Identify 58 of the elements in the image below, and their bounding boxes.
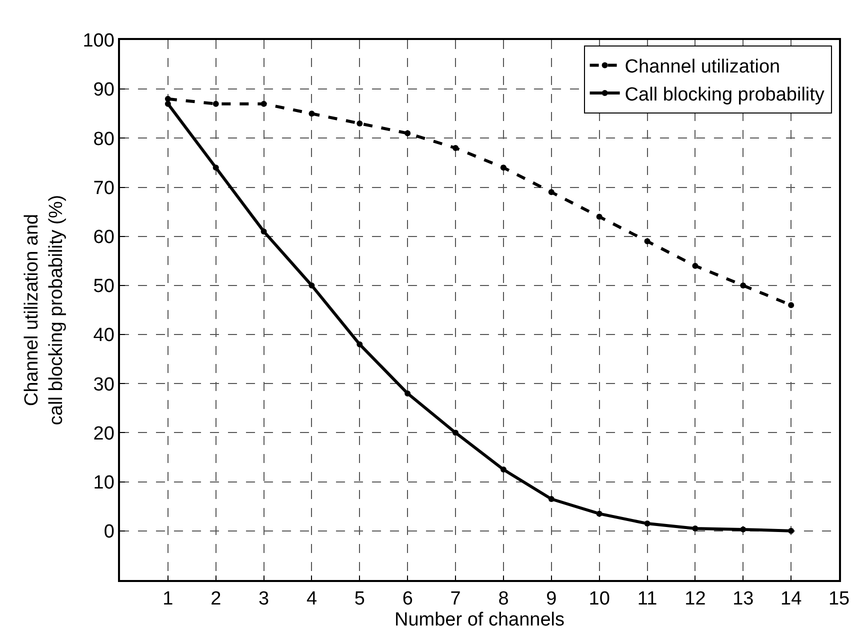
point (356, 120, 363, 126)
x-tick-label: 11 (637, 588, 658, 610)
x-tick-label: 1 (162, 588, 174, 610)
x-tick-label: 3 (258, 588, 270, 610)
point (644, 238, 650, 244)
y-tick-label: 100 (82, 30, 114, 52)
x-tick-label: 2 (210, 588, 222, 610)
point (692, 525, 698, 532)
point (260, 228, 267, 234)
y-tick-label: 10 (93, 472, 114, 494)
point (404, 130, 411, 136)
point (212, 100, 219, 107)
point (308, 110, 315, 117)
x-tick-label: 10 (588, 588, 610, 610)
x-axis-title: Number of channels (394, 610, 565, 631)
y-tick-label: 70 (93, 178, 114, 199)
x-tick-label: 9 (546, 588, 557, 610)
point (404, 390, 411, 396)
point (452, 430, 459, 436)
point (164, 96, 171, 102)
point (212, 164, 219, 171)
x-tick-label: 14 (780, 588, 802, 610)
point (548, 189, 554, 196)
y-tick-label: 0 (104, 522, 114, 543)
legend-label: Channel utilization (624, 56, 780, 78)
x-tick-label: 7 (450, 588, 461, 610)
y-tick-label: 80 (93, 128, 114, 150)
point (740, 526, 746, 532)
point (692, 262, 698, 269)
x-tick-label: 5 (354, 588, 365, 610)
point (500, 164, 506, 171)
point (596, 510, 602, 517)
point (788, 302, 794, 308)
point (308, 282, 315, 288)
point (164, 100, 171, 107)
x-tick-label: 6 (402, 588, 413, 610)
x-tick-label: 13 (732, 588, 754, 610)
point (596, 214, 602, 220)
x-tick-label: 12 (684, 588, 706, 610)
point (500, 466, 506, 473)
point (740, 282, 746, 288)
y-tick-label: 90 (93, 80, 114, 101)
y-tick-label: 50 (93, 276, 114, 298)
point (260, 100, 267, 107)
y-tick-label: 20 (93, 423, 114, 444)
x-tick-label: 8 (498, 588, 509, 610)
point (644, 520, 650, 527)
y-tick-label: 30 (93, 374, 114, 396)
point (788, 528, 794, 534)
x-tick-label: 4 (306, 588, 318, 610)
point (356, 341, 363, 348)
y-tick-label: 60 (93, 227, 114, 248)
y-axis-title: Channel utilization and call blocking probability (%) (21, 194, 68, 426)
point (452, 145, 459, 151)
point (548, 496, 554, 502)
legend-label: Call blocking probability (624, 84, 825, 106)
y-tick-label: 40 (93, 325, 114, 346)
x-tick-label: 15 (828, 588, 850, 610)
